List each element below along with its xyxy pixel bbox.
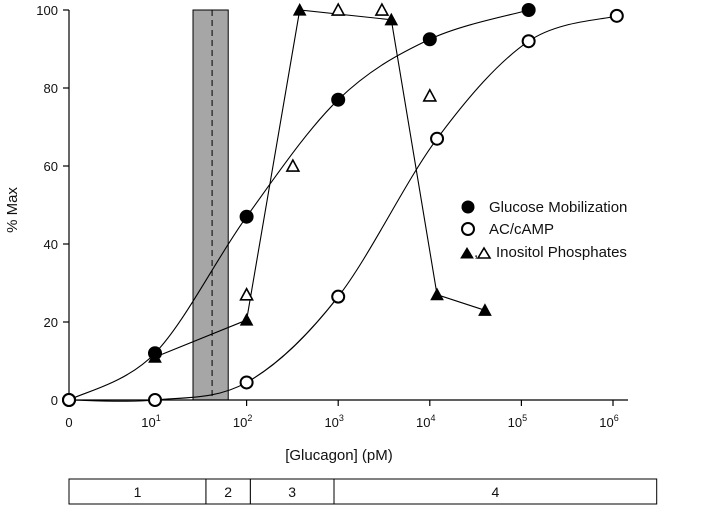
- phase-label-4: 4: [491, 484, 499, 500]
- x-tick-label: 106: [599, 413, 618, 430]
- legend-marker-filled-triangle: [460, 247, 474, 259]
- inositol-phosphates-filled-triangle-point: [148, 350, 162, 363]
- legend-marker-ac-camp: [461, 222, 475, 236]
- inositol-phosphates-open-triangle-point: [374, 2, 390, 16]
- inositol-phosphates-open-triangle-point: [239, 287, 254, 301]
- inositol-phosphates-filled-triangle-point: [478, 303, 492, 316]
- phase-segment-2: [205, 478, 251, 505]
- ac-camp-point: [521, 34, 536, 49]
- ac-camp-point: [331, 289, 346, 304]
- y-tick-label: 20: [44, 315, 58, 330]
- phase-label-1: 1: [134, 484, 142, 500]
- ac-camp-point: [148, 393, 162, 407]
- legend-comma: ,: [474, 244, 478, 261]
- inositol-phosphates-filled-triangle-point: [384, 12, 399, 26]
- glucose-mobilization-point: [331, 92, 346, 107]
- data-points: [62, 2, 624, 407]
- legend-marker-open-triangle: [476, 246, 492, 259]
- axes: [68, 10, 628, 401]
- x-tick-label: 105: [508, 413, 527, 430]
- phase-label-3: 3: [288, 484, 296, 500]
- y-tick-label: 100: [36, 3, 58, 18]
- inositol-phosphates-filled-triangle-point: [239, 312, 254, 326]
- x-tick-label: 101: [141, 413, 160, 430]
- x-tick-label: 0: [65, 415, 72, 430]
- phase-segment-3: [249, 478, 335, 505]
- phase-segment-4: [333, 478, 658, 505]
- shaded-concentration-band: [192, 9, 229, 401]
- inositol-phosphates-open-triangle-point: [330, 2, 346, 16]
- legend-label-glucose-mobilization: Glucose Mobilization: [489, 199, 627, 216]
- phase-bar: 1 2 3 4: [68, 478, 658, 505]
- axis-ticks: 0 20 40 60 80 100 0 101 102 103 104 105 106: [36, 3, 618, 430]
- x-tick-label: 102: [233, 413, 252, 430]
- legend-label-ac-camp: AC/cAMP: [489, 221, 554, 238]
- y-tick-label: 0: [51, 393, 58, 408]
- legend: Glucose Mobilization AC/cAMP , Inositol …: [460, 199, 627, 261]
- y-axis-title: % Max: [4, 187, 21, 233]
- x-tick-label: 104: [416, 413, 435, 430]
- inositol-phosphates-connecting-line: [154, 9, 486, 358]
- inositol-phosphates-open-triangle-point: [422, 88, 438, 102]
- inositol-phosphates-filled-triangle-point: [430, 287, 444, 301]
- ac-camp-point: [62, 393, 76, 407]
- glucose-mobilization-point: [521, 3, 536, 17]
- phase-label-2: 2: [224, 484, 232, 500]
- shaded-band-rect: [192, 9, 229, 401]
- ac-camp-point: [239, 375, 254, 390]
- legend-marker-glucose-mobilization: [461, 200, 475, 214]
- y-tick-label: 40: [44, 237, 58, 252]
- ac-camp-point: [430, 131, 445, 146]
- y-tick-label: 80: [44, 81, 58, 96]
- inositol-phosphates-open-triangle-point: [285, 158, 301, 172]
- y-tick-label: 60: [44, 159, 58, 174]
- inositol-phosphates-filled-triangle-point: [292, 2, 307, 16]
- x-axis-title: [Glucagon] (pM): [285, 447, 393, 464]
- glucose-mobilization-point: [239, 209, 254, 224]
- phase-segment-1: [68, 478, 207, 505]
- ac-camp-point: [609, 8, 624, 23]
- glucose-mobilization-point: [422, 32, 437, 47]
- x-tick-label: 103: [324, 413, 343, 430]
- legend-label-inositol-phosphates: Inositol Phosphates: [496, 244, 627, 261]
